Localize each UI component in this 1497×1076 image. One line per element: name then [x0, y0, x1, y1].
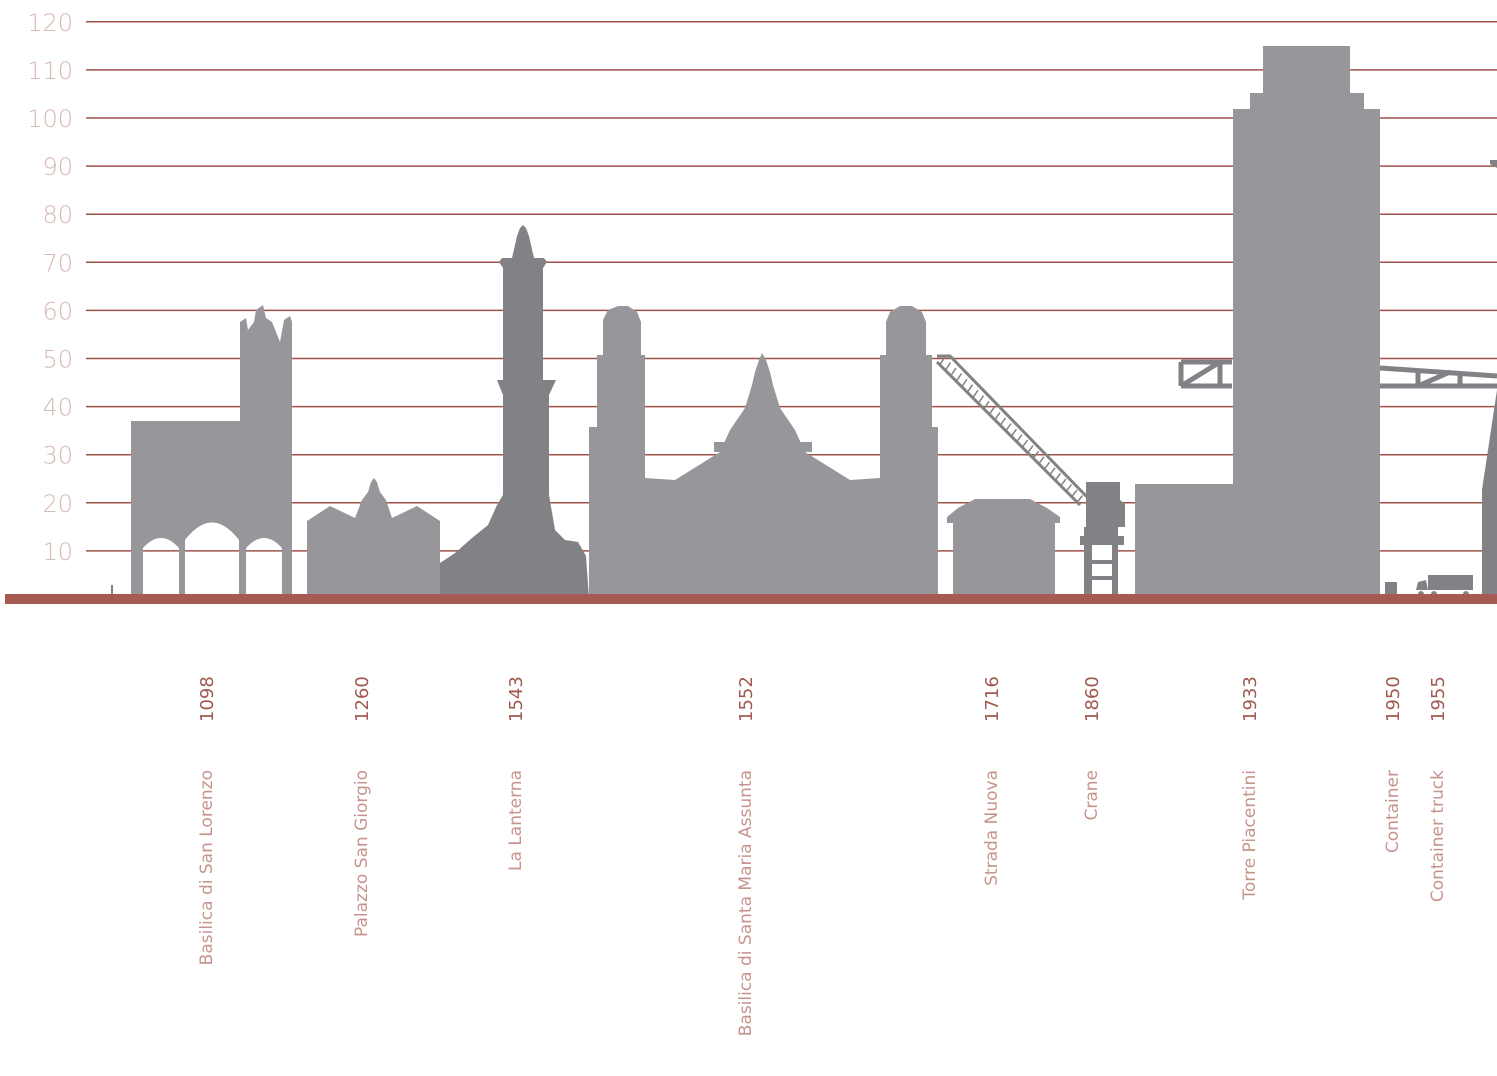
y-tick-label: 70 [42, 249, 73, 277]
silhouette-basilica-di-san-lorenzo [131, 305, 292, 598]
year-label: 1933 [1240, 676, 1261, 722]
year-label: 1860 [1082, 676, 1103, 722]
building-name-label: La Lanterna [506, 770, 526, 871]
y-axis-tick-labels: 10 20 30 40 50 60 70 80 90 100 110 120 [27, 9, 73, 566]
building-name-label: Container truck [1428, 770, 1448, 902]
building-name-label: Basilica di San Lorenzo [197, 770, 217, 965]
building-name-label: Torre Piacentini [1240, 770, 1260, 901]
year-label: 1955 [1428, 676, 1449, 722]
silhouette-la-lanterna [440, 225, 589, 598]
y-tick-label: 90 [42, 153, 73, 181]
y-tick-label: 80 [42, 201, 73, 229]
baseline [5, 594, 1497, 604]
year-label: 1552 [736, 676, 757, 722]
year-label: 1543 [506, 676, 527, 722]
building-name-labels: Basilica di San Lorenzo Palazzo San Giorg… [197, 770, 1448, 1036]
building-name-label: Crane [1082, 770, 1102, 821]
silhouette-strada-nuova [947, 499, 1060, 598]
y-tick-label: 110 [27, 57, 73, 85]
y-tick-label: 40 [42, 394, 73, 422]
year-label: 1260 [352, 676, 373, 722]
building-name-label: Container [1383, 770, 1403, 853]
y-tick-label: 50 [42, 346, 73, 374]
silhouette-basilica-di-santa-maria-assunta [589, 306, 938, 598]
building-name-label: Basilica di Santa Maria Assunta [736, 770, 756, 1036]
y-tick-label: 60 [42, 297, 73, 325]
y-tick-label: 120 [27, 9, 73, 37]
silhouette-crane [935, 354, 1125, 598]
building-name-label: Strada Nuova [982, 770, 1002, 886]
y-tick-label: 100 [27, 105, 73, 133]
year-labels: 1098 1260 1543 1552 1716 1860 1933 1950 1955 [197, 676, 1449, 722]
y-tick-label: 30 [42, 442, 73, 470]
y-tick-label: 20 [42, 490, 73, 518]
y-tick-label: 10 [42, 538, 73, 566]
building-silhouettes [111, 46, 1497, 598]
building-name-label: Palazzo San Giorgio [352, 770, 372, 937]
silhouette-container-truck [1416, 575, 1473, 597]
silhouette-container [1385, 582, 1397, 597]
year-label: 1950 [1383, 676, 1404, 722]
year-label: 1098 [197, 676, 218, 722]
silhouette-torre-piacentini [1135, 46, 1497, 598]
year-label: 1716 [982, 676, 1003, 722]
silhouette-palazzo-san-giorgio [307, 478, 440, 598]
